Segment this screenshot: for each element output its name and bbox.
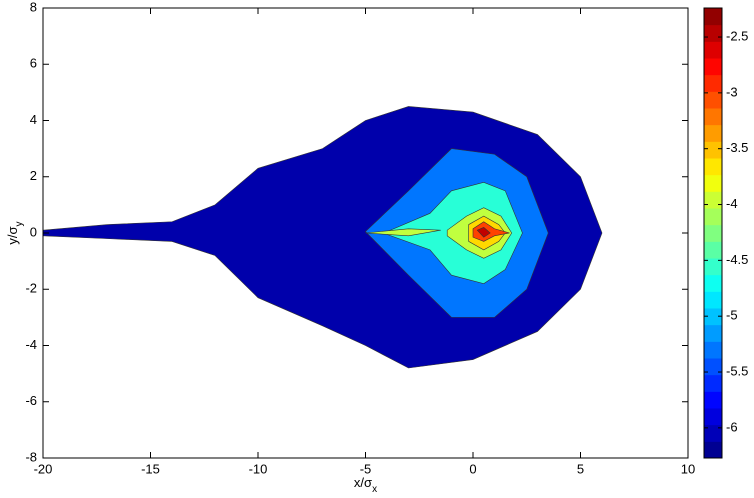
colorbar-tick-label: -4 [726,196,738,211]
colorbar-band [704,91,722,109]
colorbar-tick-label: -6 [726,419,738,434]
colorbar-band [704,24,722,42]
colorbar-band [704,58,722,76]
colorbar-tick-label: -3 [726,84,738,99]
x-tick-label: -15 [141,461,160,476]
colorbar-tick-label: -3.5 [726,140,748,155]
colorbar-band [704,324,722,342]
y-label-text: y/σ [5,226,20,244]
colorbar-band [704,291,722,309]
contour-region [365,228,441,237]
colorbar-band [704,274,722,292]
x-label-text: x/σ [354,475,372,490]
colorbar-band [704,141,722,159]
x-tick-label: -10 [249,461,268,476]
contour-region [476,227,491,238]
y-tick-label: -4 [25,337,37,352]
colorbar-band [704,174,722,192]
colorbar-band [704,391,722,409]
colorbar-tick-label: -5 [726,308,738,323]
colorbar-band [704,208,722,226]
colorbar-band [704,108,722,126]
y-tick-label: 4 [30,112,37,127]
colorbar-band [704,241,722,259]
colorbar-band [704,8,722,26]
colorbar-band [704,224,722,242]
x-tick-label: 5 [577,461,584,476]
colorbar-band [704,408,722,426]
colorbar-tick-label: -4.5 [726,252,748,267]
colorbar-band [704,158,722,176]
y-tick-label: -2 [25,281,37,296]
y-tick-label: 2 [30,168,37,183]
x-tick-label: 0 [469,461,476,476]
y-tick-label: -8 [25,449,37,464]
x-tick-label: -20 [34,461,53,476]
colorbar-band [704,424,722,442]
y-tick-label: 8 [30,0,37,14]
colorbar-band [704,74,722,92]
contour-region [472,221,510,242]
x-tick-label: -5 [360,461,372,476]
x-axis-label: x/σx [354,475,377,494]
colorbar-tick-label: -5.5 [726,363,748,378]
y-tick-label: 6 [30,56,37,71]
colorbar-band [704,308,722,326]
colorbar-frame [703,7,723,459]
colorbar-band [704,341,722,359]
y-tick-label: -6 [25,393,37,408]
colorbar-band [704,41,722,59]
x-label-sub: x [372,484,377,495]
colorbar-band [704,124,722,142]
colorbar-band [704,441,722,459]
colorbar-band [704,358,722,376]
y-tick-label: 0 [30,224,37,239]
colorbar-band [704,191,722,209]
y-axis-label: y/σy [5,221,24,244]
colorbar-band [704,374,722,392]
colorbar-band [704,258,722,276]
x-tick-label: 10 [681,461,695,476]
colorbar-tick-label: -2.5 [726,28,748,43]
y-label-sub: y [14,221,25,226]
